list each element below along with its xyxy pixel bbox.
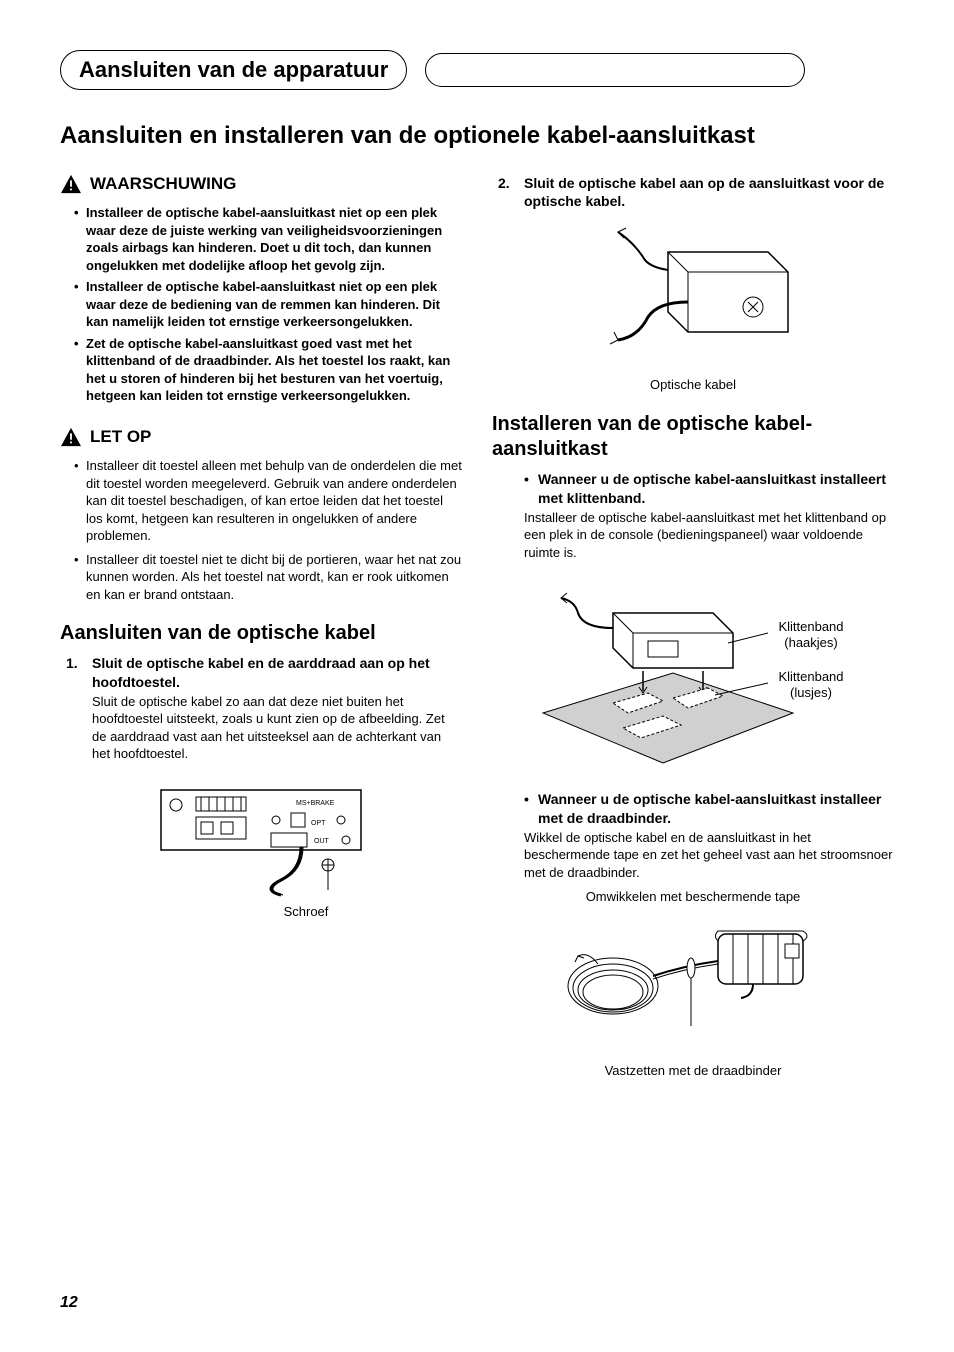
left-column: WAARSCHUWING Installeer de optische kabe… [60,174,462,1078]
figure-label-optische-kabel: Optische kabel [588,377,798,392]
empty-tab [425,53,805,87]
right-column: 2. Sluit de optische kabel aan op de aan… [492,174,894,1078]
step-2-head: 2. Sluit de optische kabel aan op de aan… [524,174,894,210]
warning-title: WAARSCHUWING [90,174,236,194]
caution-icon [60,427,82,447]
install-wiretie-body: Wikkel de optische kabel en de aansluitk… [524,829,894,882]
step-number: 2. [498,174,510,192]
svg-text:OPT: OPT [311,820,326,827]
install-velcro: Wanneer u de optische kabel-aansluitkast… [492,470,894,561]
step-1-head: 1. Sluit de optische kabel en de aarddra… [92,654,462,690]
install-wiretie: Wanneer u de optische kabel-aansluitkast… [492,790,894,881]
figure-tape [492,916,894,1051]
label-klittenband-lusjes: Klittenband (lusjes) [769,669,853,700]
install-velcro-body: Installeer de optische kabel-aansluitkas… [524,509,894,562]
page-title: Aansluiten en installeren van de optione… [60,122,894,150]
content-columns: WAARSCHUWING Installeer de optische kabe… [60,174,894,1078]
warning-heading: WAARSCHUWING [60,174,462,194]
caution-heading: LET OP [60,427,462,447]
figure-junction-box: Optische kabel [492,222,894,394]
install-wiretie-head: Wanneer u de optische kabel-aansluitkast… [524,790,894,826]
tape-diagram [553,916,833,1046]
page-number: 12 [60,1294,78,1312]
figure-head-unit: MS+BRAKE OPT OUT Sch [60,775,462,921]
head-unit-diagram: MS+BRAKE OPT OUT [151,775,371,905]
warning-item: Zet de optische kabel-aansluitkast goed … [74,335,462,405]
warning-icon [60,174,82,194]
label-klittenband-haakjes: Klittenband (haakjes) [769,619,853,650]
step-2-title: Sluit de optische kabel aan op de aanslu… [524,175,884,209]
svg-text:MS+BRAKE: MS+BRAKE [296,800,335,807]
junction-box-diagram [588,222,798,372]
connect-heading: Aansluiten van de optische kabel [60,621,462,646]
step-number: 1. [66,654,78,672]
warning-list: Installeer de optische kabel-aansluitkas… [60,204,462,405]
figure-velcro: Klittenband (haakjes) Klittenband (lusje… [492,573,894,778]
caution-item: Installeer dit toestel alleen met behulp… [74,457,462,545]
svg-text:OUT: OUT [314,838,330,845]
figure-label-schroef: Schroef [241,904,371,919]
caution-list: Installeer dit toestel alleen met behulp… [60,457,462,603]
caution-title: LET OP [90,427,151,447]
warning-item: Installeer de optische kabel-aansluitkas… [74,278,462,331]
label-draadbinder: Vastzetten met de draadbinder [492,1063,894,1078]
step-2: 2. Sluit de optische kabel aan op de aan… [492,174,894,210]
install-heading: Installeren van de optische kabel-aanslu… [492,412,894,462]
label-tape: Omwikkelen met beschermende tape [492,889,894,904]
section-tab: Aansluiten van de apparatuur [60,50,407,90]
warning-item: Installeer de optische kabel-aansluitkas… [74,204,462,274]
step-1: 1. Sluit de optische kabel en de aarddra… [60,654,462,763]
step-1-title: Sluit de optische kabel en de aarddraad … [92,655,430,689]
step-1-body: Sluit de optische kabel zo aan dat deze … [92,693,462,763]
install-velcro-head: Wanneer u de optische kabel-aansluitkast… [524,470,894,506]
caution-item: Installeer dit toestel niet te dicht bij… [74,551,462,604]
header-tabs: Aansluiten van de apparatuur [60,50,894,90]
